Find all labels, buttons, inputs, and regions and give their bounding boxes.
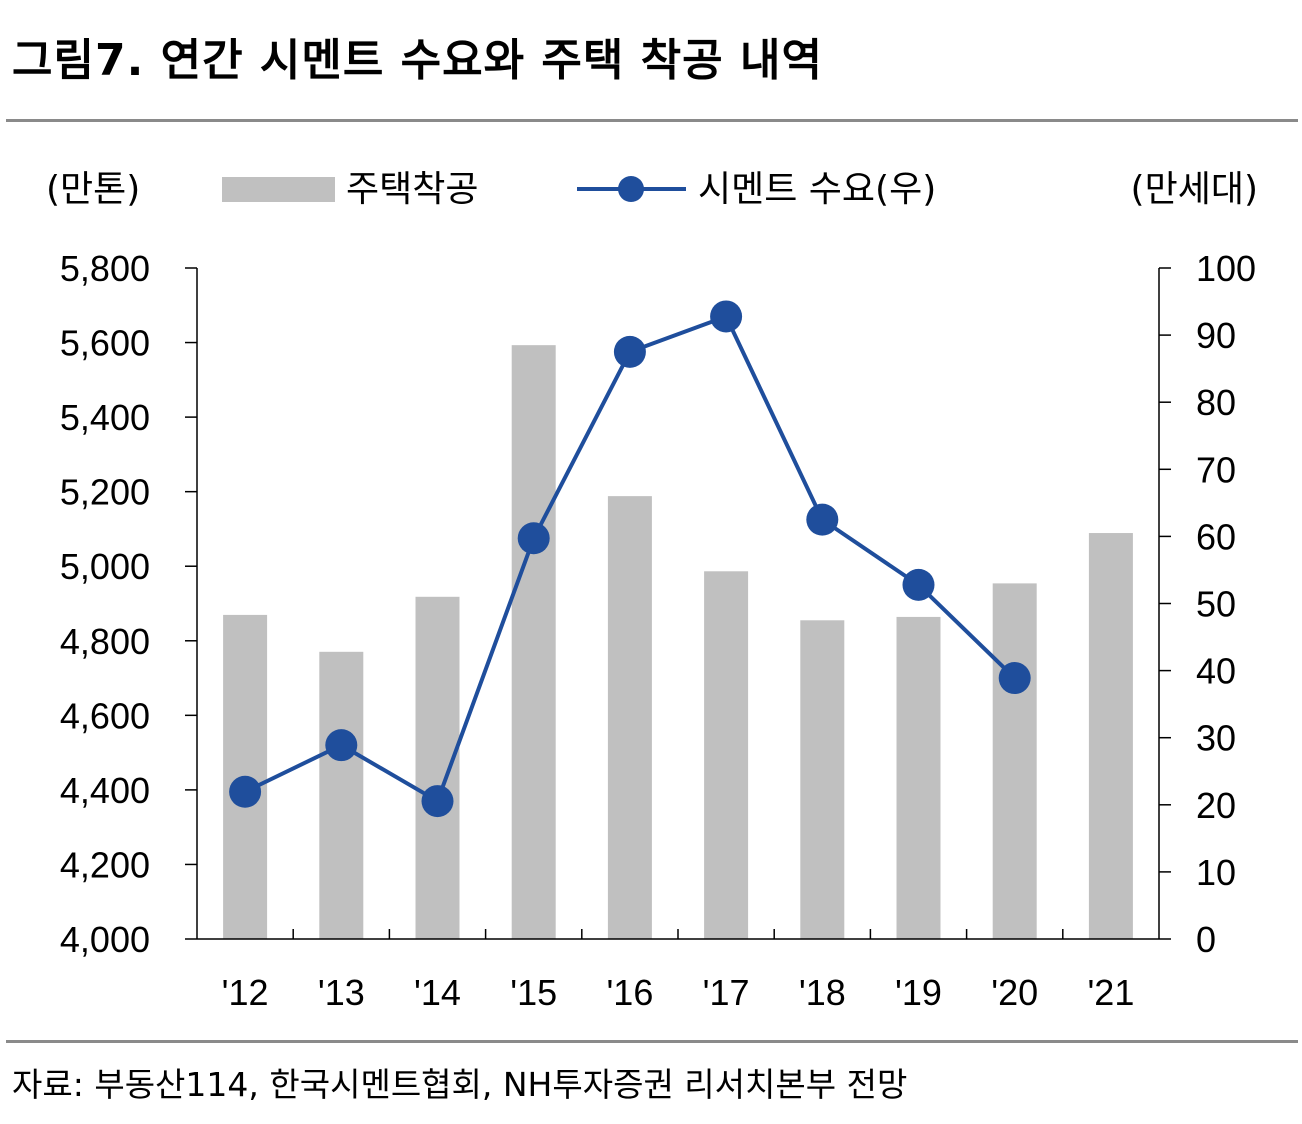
right-tick-label: 50: [1196, 584, 1236, 625]
bar-18: [800, 620, 845, 939]
point-16: [613, 335, 646, 368]
right-tick-label: 0: [1196, 919, 1216, 960]
right-axis-unit: (만세대): [1131, 169, 1258, 210]
right-tick-label: 60: [1196, 516, 1236, 557]
right-tick-label: 40: [1196, 651, 1236, 692]
bar-14: [415, 596, 460, 939]
point-12: [229, 775, 262, 808]
bar-20: [992, 583, 1037, 939]
x-tick-label: '21: [1087, 972, 1134, 1013]
bar-series: [223, 345, 1133, 939]
x-tick-label: '17: [703, 972, 750, 1013]
x-tick-label: '14: [414, 972, 461, 1013]
left-tick-label: 4,600: [60, 695, 150, 736]
legend-bar-label: 주택착공: [346, 169, 478, 210]
bar-13: [319, 651, 364, 939]
left-tick-label: 5,400: [60, 397, 150, 438]
point-15: [517, 522, 550, 555]
top-divider: [6, 119, 1298, 122]
chart-title: 그림7. 연간 시멘트 수요와 주택 착공 내역: [12, 35, 823, 86]
legend: (만톤) 주택착공 시멘트 수요(우) (만세대): [46, 169, 1258, 210]
x-tick-label: '12: [222, 972, 269, 1013]
x-tick-label: '16: [606, 972, 653, 1013]
left-axis-unit: (만톤): [46, 169, 140, 210]
legend-line-marker: [618, 176, 644, 202]
right-tick-label: 20: [1196, 785, 1236, 826]
right-tick-label: 80: [1196, 382, 1236, 423]
axes: [185, 267, 1171, 940]
x-tick-label: '15: [510, 972, 557, 1013]
axis-labels: 4,000 4,200 4,400 4,600 4,800 5,000 5,200 5,400…: [60, 248, 1256, 1013]
x-tick-label: '18: [799, 972, 846, 1013]
left-tick-label: 4,000: [60, 919, 150, 960]
x-tick-label: '19: [895, 972, 942, 1013]
bar-19: [896, 616, 941, 939]
bar-15: [511, 345, 556, 939]
legend-bar-swatch: [222, 177, 335, 202]
left-tick-label: 5,800: [60, 248, 150, 289]
legend-line-label: 시멘트 수요(우): [698, 169, 936, 210]
left-tick-label: 4,800: [60, 621, 150, 662]
right-tick-label: 70: [1196, 449, 1236, 490]
x-tick-label: '20: [991, 972, 1038, 1013]
x-tick-label: '13: [318, 972, 365, 1013]
source-note: 자료: 부동산114, 한국시멘트협회, NH투자증권 리서치본부 전망: [12, 1065, 908, 1104]
right-tick-label: 30: [1196, 718, 1236, 759]
left-tick-label: 4,200: [60, 844, 150, 885]
point-18: [806, 503, 839, 536]
right-tick-label: 90: [1196, 315, 1236, 356]
right-tick-label: 100: [1196, 248, 1256, 289]
line-series: [229, 300, 1031, 818]
bar-16: [607, 496, 652, 939]
point-20: [998, 662, 1031, 695]
point-14: [421, 785, 454, 818]
left-tick-label: 5,200: [60, 472, 150, 513]
point-19: [902, 568, 935, 601]
right-tick-label: 10: [1196, 852, 1236, 893]
chart: (만톤) 주택착공 시멘트 수요(우) (만세대) 4,000 4,200 4,40…: [46, 169, 1258, 1013]
bar-21: [1088, 533, 1133, 939]
left-tick-label: 4,400: [60, 770, 150, 811]
bar-17: [704, 571, 749, 939]
left-tick-label: 5,000: [60, 546, 150, 587]
left-tick-label: 5,600: [60, 323, 150, 364]
point-13: [325, 729, 358, 762]
bottom-divider: [6, 1040, 1298, 1043]
point-17: [710, 300, 743, 333]
